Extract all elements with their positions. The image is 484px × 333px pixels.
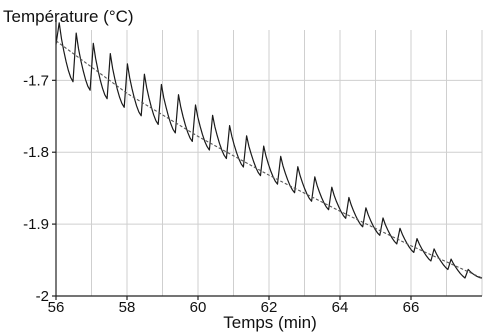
- y-tick-label: -1.8: [23, 144, 49, 161]
- series-trend-line: [55, 40, 483, 279]
- axes: [52, 22, 482, 300]
- x-tick-label: 56: [48, 299, 65, 316]
- x-tick-label: 62: [261, 299, 278, 316]
- y-axis-label: Température (°C): [3, 7, 134, 26]
- y-tick-label: -1.7: [23, 72, 49, 89]
- series-oscillating-line: [55, 22, 483, 279]
- x-tick-label: 60: [190, 299, 207, 316]
- plot-series: [55, 22, 483, 279]
- grid: [56, 30, 483, 296]
- tick-labels: -1.7 -1.8 -1.9 -256 58 60 62 64 66: [23, 72, 419, 316]
- x-axis-label: Temps (min): [223, 313, 317, 332]
- x-tick-label: 64: [332, 299, 349, 316]
- y-tick-label: -1.9: [23, 216, 49, 233]
- y-tick-label: -2: [36, 288, 49, 305]
- x-tick-label: 66: [403, 299, 420, 316]
- x-tick-label: 58: [119, 299, 136, 316]
